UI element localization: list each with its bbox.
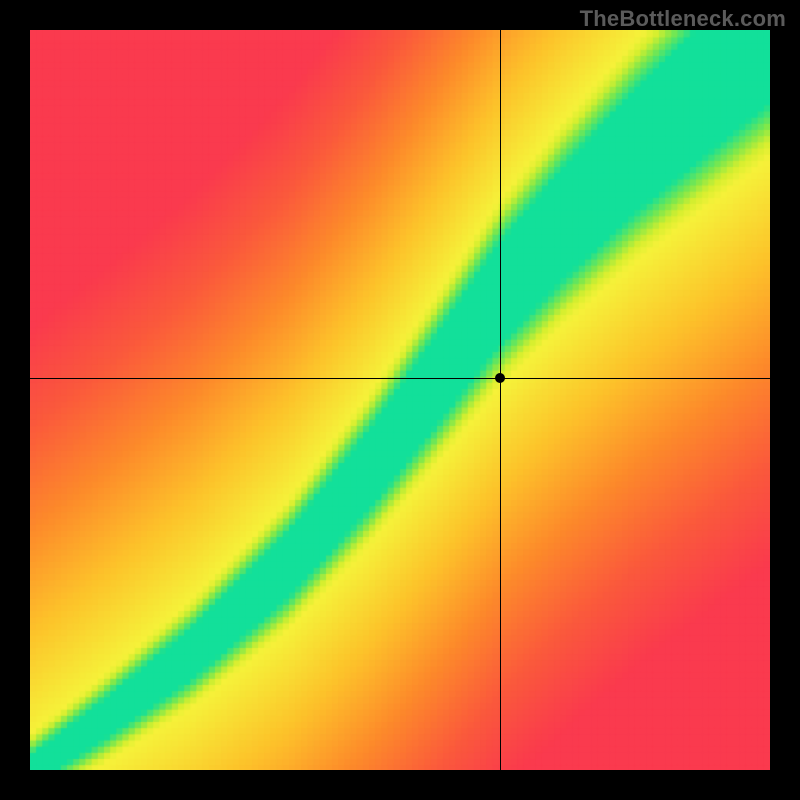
- crosshair-marker: [495, 373, 505, 383]
- crosshair-vertical: [500, 30, 501, 770]
- outer-frame: TheBottleneck.com: [0, 0, 800, 800]
- heatmap-canvas: [30, 30, 770, 770]
- watermark-text: TheBottleneck.com: [580, 6, 786, 32]
- crosshair-horizontal: [30, 378, 770, 379]
- plot-area: [30, 30, 770, 770]
